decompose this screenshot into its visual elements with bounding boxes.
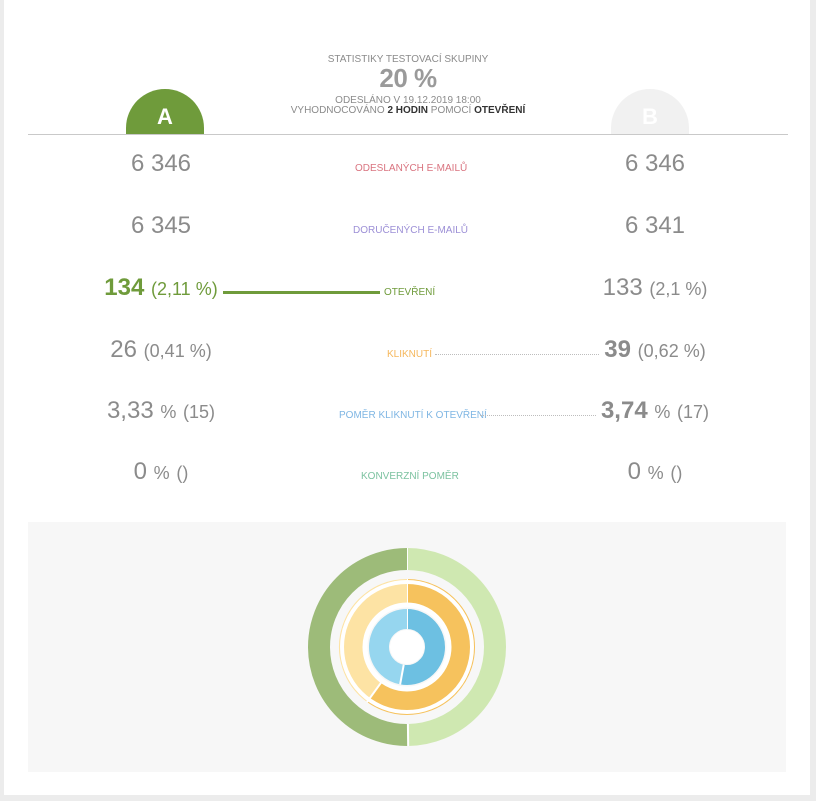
eval-prefix: VYHODNOCOVÁNO xyxy=(290,105,385,116)
winner-indicator-b xyxy=(435,354,599,355)
donut-segment-b[interactable] xyxy=(400,609,445,685)
metric-label: DORUČENÝCH E-MAILŮ xyxy=(353,225,469,236)
variant-a-value: 6 345 xyxy=(130,212,192,239)
donut-gap xyxy=(362,602,452,692)
donut-segment-a[interactable] xyxy=(308,548,409,746)
variant-b-value: 6 341 xyxy=(624,212,686,239)
variant-a-value: 134 (2,11 %) xyxy=(104,274,218,301)
variant-a-value: 26 (0,41 %) xyxy=(110,336,212,363)
donut-separator xyxy=(399,664,405,685)
sent-date: ODESLÁNO V 19.12.2019 18:00 xyxy=(335,95,481,106)
variant-b-value: 6 346 xyxy=(624,150,686,177)
stat-row-delivered: 6 345 DORUČENÝCH E-MAILŮ 6 341 xyxy=(0,212,816,252)
test-group-label: STATISTIKY TESTOVACÍ SKUPINY xyxy=(327,54,489,65)
comparison-chart-area xyxy=(28,522,786,772)
test-group-percent: 20 % xyxy=(379,63,437,93)
winner-indicator-b xyxy=(480,415,596,416)
donut-segment-a[interactable] xyxy=(369,609,408,685)
stat-row-ctr: 3,33 % (15) POMĚR KLIKNUTÍ K OTEVŘENÍ 3,… xyxy=(0,397,816,437)
metric-label: KONVERZNÍ POMĚR xyxy=(361,471,459,482)
donut-segment-b[interactable] xyxy=(406,548,506,746)
eval-hours: 2 HODIN xyxy=(387,105,428,116)
variant-b-value: 3,74 % (17) xyxy=(600,397,710,424)
donut-hole xyxy=(390,630,424,664)
variant-a-value: 0 % () xyxy=(133,458,189,485)
metric-label: POMĚR KLIKNUTÍ K OTEVŘENÍ xyxy=(339,410,487,421)
stat-row-opens: 134 (2,11 %) OTEVŘENÍ 133 (2,1 %) xyxy=(0,274,816,314)
variant-b-value: 0 % () xyxy=(627,458,683,485)
variant-a-value: 3,33 % (15) xyxy=(106,397,216,424)
metric-label: OTEVŘENÍ xyxy=(384,287,436,298)
eval-mid: POMOCÍ xyxy=(430,105,472,116)
donut-segment-b[interactable] xyxy=(367,579,475,715)
evaluation-info: VYHODNOCOVÁNO 2 HODIN POMOCÍ OTEVŘENÍ xyxy=(0,105,816,116)
divider xyxy=(28,134,788,135)
variant-b-value: 133 (2,1 %) xyxy=(602,274,708,301)
stat-row-conversion: 0 % () KONVERZNÍ POMĚR 0 % () xyxy=(0,458,816,498)
winner-indicator-a xyxy=(223,291,380,294)
eval-metric: OTEVŘENÍ xyxy=(474,105,526,116)
donut-segment-a[interactable] xyxy=(339,579,408,703)
metric-label: KLIKNUTÍ xyxy=(387,349,433,360)
comparison-donut-chart xyxy=(308,548,506,747)
variant-b-value: 39 (0,62 %) xyxy=(604,336,706,363)
metric-label: ODESLANÝCH E-MAILŮ xyxy=(355,163,468,174)
donut-gap xyxy=(340,580,474,714)
stat-row-sent: 6 346 ODESLANÝCH E-MAILŮ 6 346 xyxy=(0,150,816,190)
stat-row-clicks: 26 (0,41 %) KLIKNUTÍ 39 (0,62 %) xyxy=(0,336,816,376)
variant-a-value: 6 346 xyxy=(130,150,192,177)
